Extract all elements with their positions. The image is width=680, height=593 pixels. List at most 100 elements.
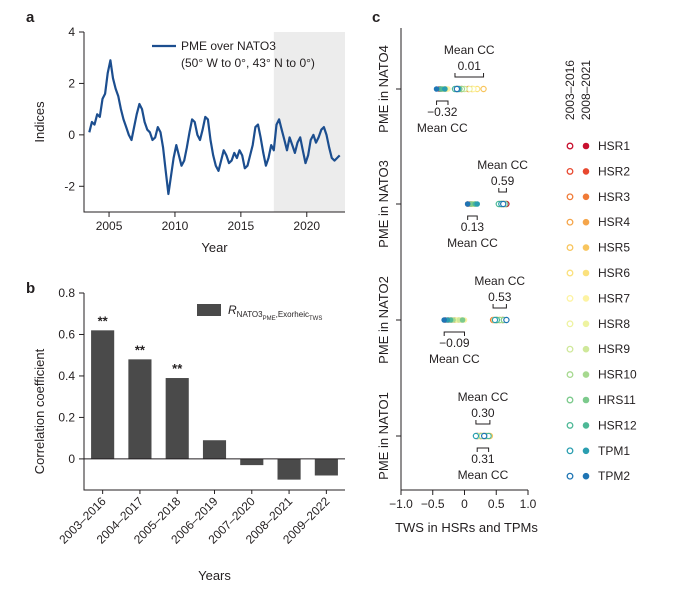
legend-open-dot [566,447,574,455]
legend-label-HSR1: HSR1 [598,139,630,153]
y-tick-label: 0.6 [58,327,75,341]
y-tick-label: 4 [68,25,75,39]
x-tick-label: 2015 [228,219,255,233]
legend-open-dot [566,421,574,429]
legend-label-HRS11: HRS11 [598,393,636,407]
legend-label-HSR7: HSR7 [598,291,630,305]
mean-cc-2008-label: Mean CC [429,352,480,366]
significance-marker: ** [172,361,183,376]
bar-2006–2019 [202,440,227,459]
legend-open-dot [566,269,574,277]
legend-open-dot [566,244,574,252]
bars: ** ** ** [91,313,338,480]
panel-c-ticks: −1.0 −0.5 0 0.5 1.0 [389,490,537,511]
legend-filled-dot [582,193,590,201]
mean-cc-2003-value: 0.30 [471,406,495,420]
legend-bar-swatch [197,304,221,316]
legend-label-TPM2: TPM2 [598,469,630,483]
bar-2007–2020 [240,458,264,466]
dot-2008-TPM2 [464,201,471,207]
x-tick-label: 0 [461,497,468,511]
panel-a-label: a [26,9,35,26]
period-label-2003: 2003–2016 [563,60,577,120]
panel-c-axes [400,28,528,491]
dot-2003-HSR8 [466,85,473,93]
panel-b-axes [83,293,345,491]
legend-filled-dot [582,472,590,480]
legend-filled-dot [582,168,590,175]
shaded-period [273,32,345,212]
bracket-2003 [498,188,507,193]
group-label: PME in NATO3 [376,160,391,248]
mean-cc-2008-value: 0.13 [461,220,485,234]
legend-title: PME over NATO3 [181,39,276,53]
group-label: PME in NATO4 [376,45,391,133]
significance-marker: ** [135,342,146,357]
panel-c-xlabel: TWS in HSRs and TPMs [395,520,538,535]
legend-pme: PME [263,316,276,322]
x-tick-label: 2020 [293,219,320,233]
mean-cc-2003-label: Mean CC [444,43,495,57]
legend-label-TPM1: TPM1 [598,444,630,458]
legend-open-dot [566,142,574,150]
dot-2003-TPM2 [500,200,507,208]
legend-open-dot [566,345,574,353]
mean-cc-2008-value: 0.31 [471,452,495,466]
bracket-2003 [475,420,491,425]
legend-label-HSR8: HSR8 [598,317,630,331]
legend-label-HSR9: HSR9 [598,342,630,356]
mean-cc-2003-value: 0.01 [458,59,482,73]
y-tick-label: -2 [64,179,75,193]
legend-open-dot [566,193,574,201]
bar-2005–2018 [165,378,189,459]
bar-2009–2022 [314,458,338,476]
y-tick-label: 0.2 [58,410,75,424]
legend-open-dot [566,167,574,175]
panel-b-label: b [26,280,35,297]
mean-cc-2003-label: Mean CC [477,158,528,172]
dot-2008-TPM1 [474,201,481,207]
legend-filled-dot [582,244,590,251]
legend-filled-dot [582,345,590,353]
significance-marker: ** [98,313,109,328]
group-label: PME in NATO1 [376,392,391,480]
mean-cc-2003-value: 0.53 [488,290,512,304]
panel-a: a -2 0 2 4 2005 2010 2015 2020 PME over NATO3 (… [26,9,345,255]
group-0: PME in NATO4 0.01 Mean CC −0.32 Mean CC [376,43,495,135]
legend-subtitle: (50° W to 0°, 43° N to 0°) [181,56,315,70]
dot-2003-TPM2 [453,85,461,93]
dot-2008-TPM1 [442,86,448,92]
legend-filled-dot [582,371,590,378]
legend-filled-dot [582,447,590,455]
legend-correlation: RNATO3PME,ExorheicTWS [228,303,322,322]
mean-cc-2008-label: Mean CC [447,236,498,250]
pme-line [88,59,341,196]
legend-filled-dot [582,269,590,277]
legend-tws: TWS [309,316,322,322]
y-tick-label: 0 [68,128,75,142]
product-legend: HSR1 HSR2 HSR3 HSR4 HSR5 HSR6 HSR7 HSR8 HSR9 HSR1… [566,139,637,483]
x-tick-label: 1.0 [520,497,537,511]
y-tick-label: 0 [68,452,75,466]
bracket-2008 [443,331,465,336]
dot-2008-TPM2 [441,317,447,323]
y-tick-label: 0.4 [58,369,75,383]
legend-filled-dot [582,396,590,404]
dot-2003-TPM2 [480,432,488,440]
dot-2003-TPM1 [491,316,499,324]
mean-cc-2008-value: −0.09 [439,336,470,350]
bracket-2003 [454,73,485,78]
bracket-2008 [476,447,490,452]
bar-2008–2021 [277,458,301,480]
bracket-2008 [436,100,449,105]
dot-2003-HSR5 [480,85,487,93]
legend-label-HSR4: HSR4 [598,215,630,229]
legend-filled-dot [582,218,590,226]
legend-open-dot [566,320,574,328]
mean-cc-2003-label: Mean CC [474,274,525,288]
bracket-2008 [467,215,478,220]
legend-label-HSR12: HSR12 [598,418,637,432]
panel-c: c −1.0 −0.5 0 0.5 1.0 PME in NATO4 0.01 Mean C… [372,9,637,535]
